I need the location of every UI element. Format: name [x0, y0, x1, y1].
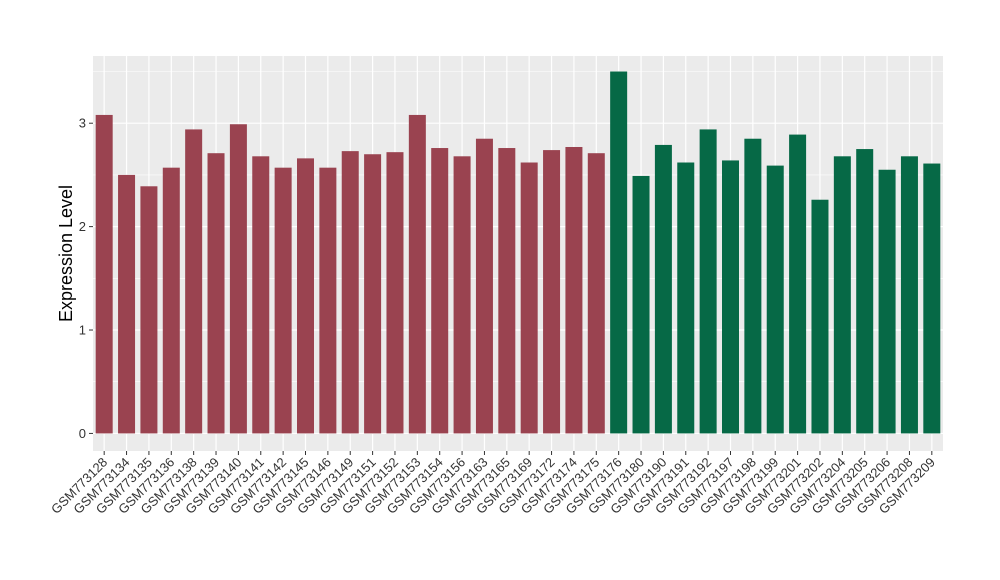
- bar: [364, 154, 382, 434]
- bar: [252, 156, 270, 434]
- bar: [878, 169, 896, 434]
- y-tick-label: 3: [79, 116, 86, 131]
- bar: [118, 174, 136, 434]
- bar: [632, 175, 650, 434]
- bar: [140, 186, 158, 434]
- bar: [475, 138, 493, 434]
- bar: [699, 129, 717, 434]
- bar: [297, 158, 314, 434]
- bar: [654, 144, 672, 434]
- y-tick-label: 1: [79, 323, 86, 338]
- bar: [408, 114, 426, 434]
- bar: [453, 156, 471, 434]
- y-tick-label: 2: [79, 219, 86, 234]
- bar: [900, 156, 918, 434]
- bar: [229, 124, 247, 434]
- bar: [386, 152, 404, 434]
- bar: [319, 167, 337, 434]
- bar: [744, 138, 762, 434]
- bar: [185, 129, 203, 434]
- x-axis: GSM773128GSM773134GSM773135GSM773136GSM7…: [48, 451, 938, 517]
- bar: [789, 134, 807, 434]
- bar: [856, 149, 874, 434]
- bar: [162, 167, 180, 434]
- bar: [95, 114, 113, 434]
- bar: [811, 199, 829, 434]
- bar: [610, 71, 628, 434]
- bar: [677, 162, 695, 434]
- bars: [95, 71, 941, 434]
- bar: [543, 150, 561, 434]
- bar: [431, 148, 449, 434]
- bar: [207, 153, 225, 434]
- bar: [498, 148, 516, 434]
- bar: [520, 162, 538, 434]
- bar: [833, 156, 851, 434]
- bar: [766, 165, 784, 434]
- y-axis: 0 1 2 3: [79, 116, 93, 441]
- bar: [587, 153, 605, 434]
- bar: [923, 163, 941, 434]
- bar: [274, 167, 292, 434]
- bar: [341, 151, 359, 434]
- bar: [722, 160, 739, 434]
- y-axis-title: Expression Level: [56, 185, 76, 322]
- y-tick-label: 0: [79, 426, 86, 441]
- bar: [565, 146, 583, 434]
